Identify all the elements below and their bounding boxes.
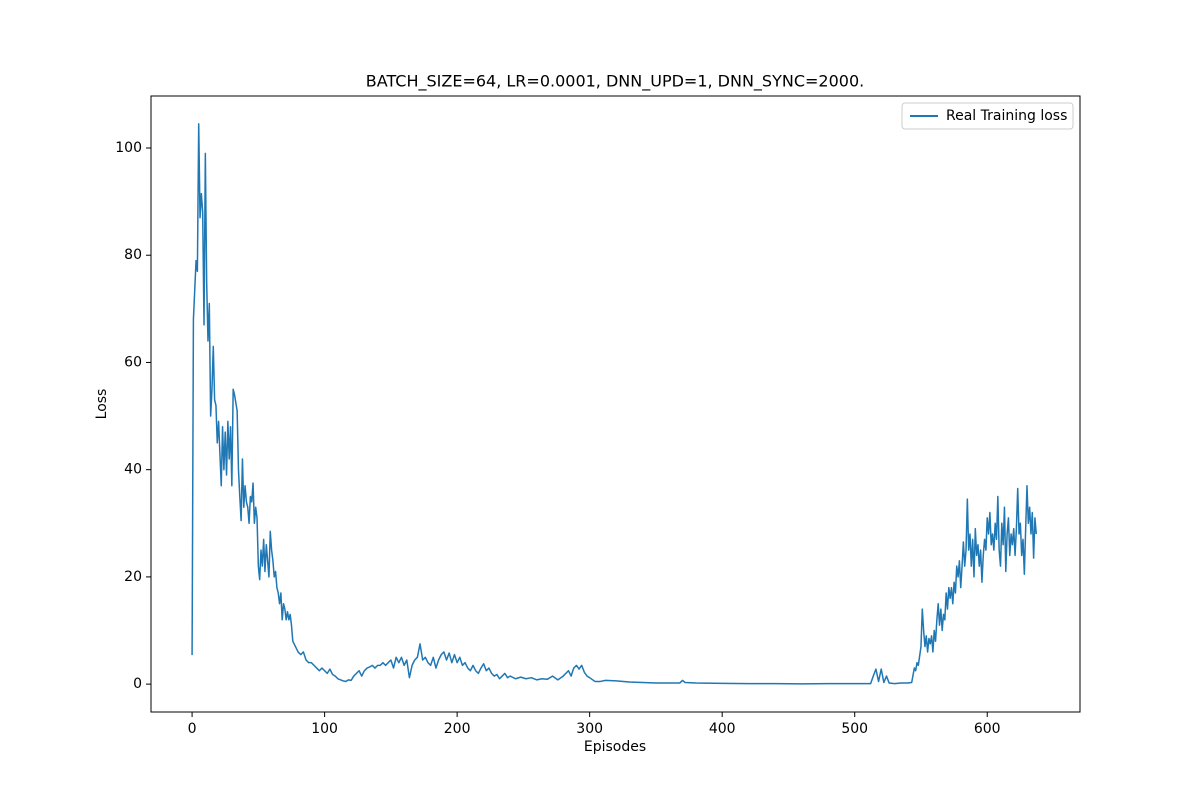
y-tick-label: 100 (115, 140, 142, 156)
y-axis-label: Loss (94, 389, 110, 420)
legend-label: Real Training loss (946, 108, 1067, 124)
x-tick-label: 200 (444, 721, 471, 737)
x-tick-label: 400 (709, 721, 736, 737)
x-tick-label: 0 (188, 721, 197, 737)
legend-box (901, 102, 1074, 130)
y-tick-label: 80 (124, 247, 142, 263)
y-tick-label: 60 (124, 354, 142, 370)
y-tick-label: 40 (124, 462, 142, 478)
y-tick-label: 20 (124, 569, 142, 585)
x-tick-label: 300 (576, 721, 603, 737)
x-tick-label: 500 (841, 721, 868, 737)
x-axis-label: Episodes (584, 739, 646, 755)
x-tick-label: 100 (311, 721, 338, 737)
x-tick-label: 600 (974, 721, 1001, 737)
chart-title: BATCH_SIZE=64, LR=0.0001, DNN_UPD=1, DNN… (366, 72, 864, 92)
data-line (191, 123, 1038, 685)
y-tick-label: 0 (133, 676, 142, 692)
plot-frame (150, 95, 1081, 713)
